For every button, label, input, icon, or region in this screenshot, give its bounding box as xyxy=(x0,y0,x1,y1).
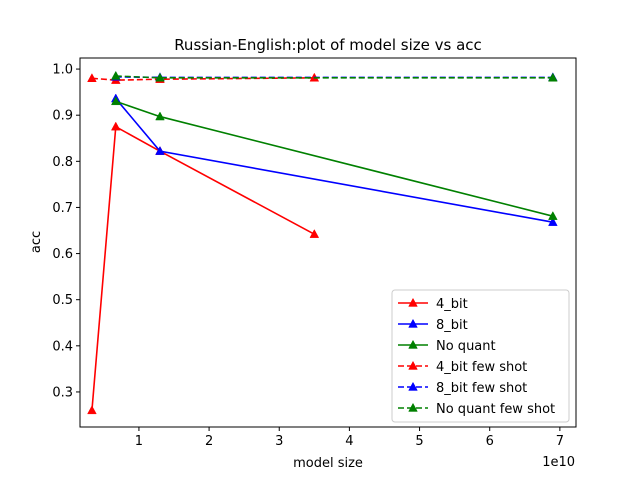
legend-item: No quant xyxy=(398,339,496,354)
series-line xyxy=(115,75,553,79)
x-axis-label: model size xyxy=(293,456,363,471)
x-tick-label: 6 xyxy=(486,434,494,449)
legend: 4_bit 8_bit No quant 4_bit few shot 8_bit fe… xyxy=(391,289,570,423)
data-point xyxy=(110,121,121,131)
y-tick-label: 0.4 xyxy=(52,339,73,354)
data-point xyxy=(87,73,97,82)
x-tick-label: 1 xyxy=(135,434,143,449)
data-point xyxy=(87,405,97,415)
x-tick-label: 2 xyxy=(205,434,213,449)
data-point xyxy=(548,72,558,82)
data-point xyxy=(548,211,558,220)
data-point xyxy=(110,70,121,80)
legend-label: No quant few shot xyxy=(436,402,555,417)
y-tick-label: 1.0 xyxy=(52,63,73,78)
plot-area xyxy=(87,70,558,415)
legend-label: 4_bit few shot xyxy=(436,360,527,375)
data-point xyxy=(155,146,165,155)
y-tick-label: 0.5 xyxy=(52,293,73,308)
data-point xyxy=(110,96,121,106)
x-tick-label: 3 xyxy=(275,434,283,449)
y-tick-label: 0.7 xyxy=(52,201,73,216)
y-tick-label: 0.8 xyxy=(52,155,73,170)
legend-marker xyxy=(408,318,418,328)
series-line xyxy=(91,125,315,411)
legend-label: No quant xyxy=(436,339,496,354)
chart-title: Russian-English:plot of model size vs ac… xyxy=(174,36,482,54)
y-axis-label: acc xyxy=(29,231,44,253)
legend-item: 8_bit few shot xyxy=(398,381,527,396)
legend-label: 8_bit xyxy=(436,318,468,333)
data-point xyxy=(548,217,558,226)
axes-frame xyxy=(79,57,577,428)
legend-marker xyxy=(408,402,418,412)
y-tick-label: 0.9 xyxy=(52,109,73,124)
legend-marker xyxy=(408,360,418,370)
legend-marker xyxy=(408,381,418,391)
legend-label: 8_bit few shot xyxy=(436,381,527,396)
legend-item: 8_bit xyxy=(398,318,468,333)
data-point xyxy=(155,72,165,82)
x-tick-label: 7 xyxy=(556,434,564,449)
legend-marker xyxy=(408,339,418,349)
x-tick-label: 5 xyxy=(415,434,423,449)
legend-item: No quant few shot xyxy=(398,402,555,417)
y-tick-label: 0.6 xyxy=(52,247,73,262)
series-2 xyxy=(110,96,558,220)
legend-item: 4_bit few shot xyxy=(398,360,527,375)
legend-label: 4_bit xyxy=(436,297,468,312)
data-point xyxy=(155,111,165,121)
x-axis-offset-label: 1e10 xyxy=(542,455,575,470)
series-5 xyxy=(110,70,558,82)
data-point xyxy=(309,229,320,238)
legend-box xyxy=(391,289,570,423)
x-tick-label: 4 xyxy=(345,434,353,449)
axes: 1 2 3 4 5 6 7 0.3 0.4 0.5 0.6 0.7 0.8 0.9 1.0 xyxy=(52,57,577,449)
legend-item: 4_bit xyxy=(398,297,468,312)
legend-marker xyxy=(408,297,418,307)
y-tick-label: 0.3 xyxy=(52,385,73,400)
